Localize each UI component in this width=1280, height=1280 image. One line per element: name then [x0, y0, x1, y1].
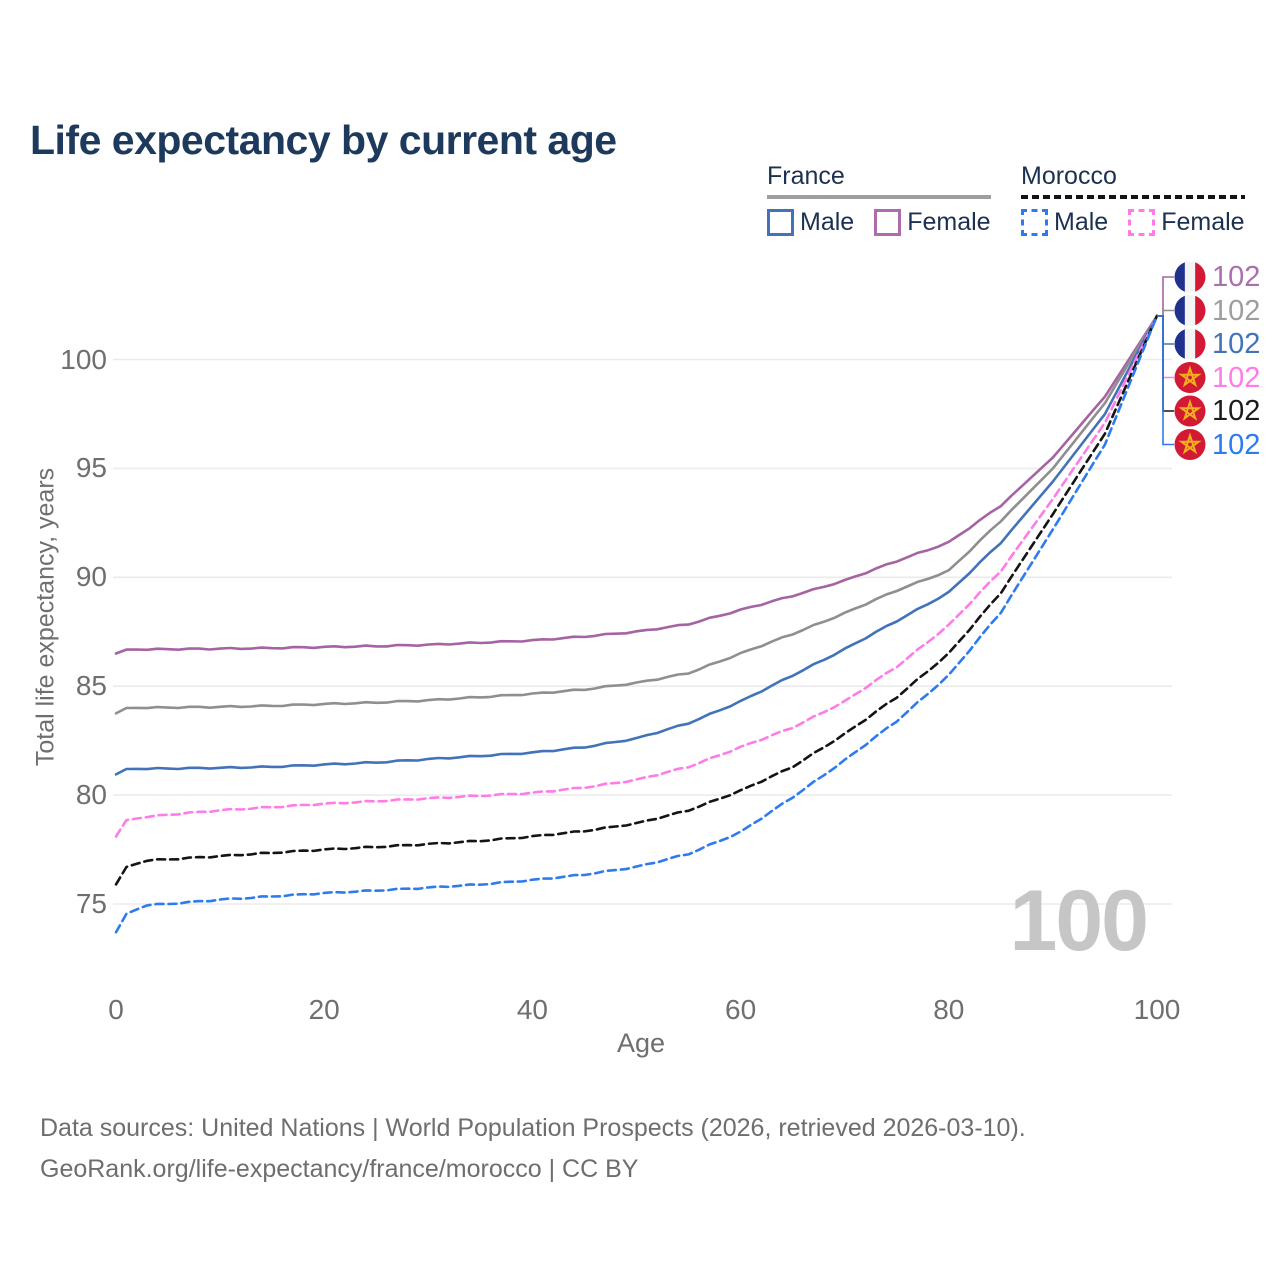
leader-line-morocco-male: [1157, 315, 1174, 446]
morocco-flag-icon: [1174, 429, 1206, 460]
legend-morocco-line-sample: [1021, 195, 1245, 199]
legend-france-line-sample: [767, 195, 991, 199]
legend-group-france: France Male Female: [767, 162, 991, 237]
leader-line-france: [1157, 309, 1174, 317]
x-tick-60: 60: [725, 994, 757, 1025]
legend-item-france-male[interactable]: Male: [767, 208, 854, 237]
legend-france-header: France: [767, 162, 845, 190]
legend-label: Female: [1161, 208, 1245, 236]
legend-item-morocco-female[interactable]: Female: [1128, 208, 1245, 237]
morocco-male-swatch-icon: [1021, 209, 1048, 236]
series-line-morocco: [114, 314, 1159, 886]
x-axis-title: Age: [616, 1028, 666, 1058]
legend-label: Female: [907, 208, 991, 236]
leader-line-morocco: [1157, 315, 1174, 412]
series-line-morocco-male: [114, 314, 1159, 934]
end-value-morocco-male: 102: [1212, 428, 1261, 461]
x-tick-100: 100: [1133, 994, 1181, 1025]
y-tick-100: 100: [60, 343, 107, 375]
legend-label: Male: [800, 208, 855, 236]
series-line-morocco-female: [114, 314, 1159, 838]
morocco-flag-icon: [1174, 362, 1206, 393]
end-value-morocco: 102: [1212, 395, 1261, 427]
legend-item-morocco-male[interactable]: Male: [1021, 208, 1108, 237]
age-counter-watermark: 100: [1009, 873, 1149, 969]
y-tick-75: 75: [75, 888, 107, 919]
legend-group-morocco: Morocco Male Female: [1021, 162, 1245, 237]
page-title: Life expectancy by current age: [30, 117, 617, 164]
series-line-france-male: [114, 314, 1159, 776]
footer-attribution: GeoRank.org/life-expectancy/france/moroc…: [40, 1155, 639, 1183]
y-tick-85: 85: [75, 670, 107, 702]
france-male-swatch-icon: [767, 209, 794, 236]
end-value-france: 102: [1212, 294, 1261, 327]
france-flag-icon: [1174, 328, 1206, 360]
legend-morocco-header: Morocco: [1021, 162, 1117, 190]
legend-label: Male: [1054, 208, 1109, 236]
y-axis-title: Total life expectancy, years: [31, 467, 60, 767]
leader-line-morocco-female: [1157, 315, 1174, 379]
x-tick-80: 80: [933, 994, 965, 1025]
end-value-morocco-female: 102: [1212, 361, 1261, 394]
morocco-flag-icon: [1174, 395, 1206, 427]
x-tick-20: 20: [308, 994, 340, 1025]
series-line-france-female: [114, 314, 1159, 655]
france-flag-icon: [1174, 295, 1206, 326]
x-tick-40: 40: [516, 994, 548, 1025]
series-line-france: [114, 314, 1159, 715]
legend-item-france-female[interactable]: Female: [874, 208, 991, 237]
end-value-france-male: 102: [1212, 328, 1261, 360]
y-tick-95: 95: [75, 452, 107, 484]
y-tick-90: 90: [75, 561, 107, 593]
footer-data-sources: Data sources: United Nations | World Pop…: [40, 1114, 1026, 1142]
morocco-female-swatch-icon: [1128, 209, 1156, 236]
x-tick-0: 0: [108, 994, 124, 1025]
footer: Data sources: United Nations | World Pop…: [40, 1108, 1026, 1190]
france-flag-icon: [1174, 261, 1206, 293]
leader-line-france-male: [1157, 315, 1174, 345]
y-tick-80: 80: [75, 779, 107, 811]
end-value-france-female: 102: [1212, 261, 1261, 293]
france-female-swatch-icon: [874, 209, 902, 236]
